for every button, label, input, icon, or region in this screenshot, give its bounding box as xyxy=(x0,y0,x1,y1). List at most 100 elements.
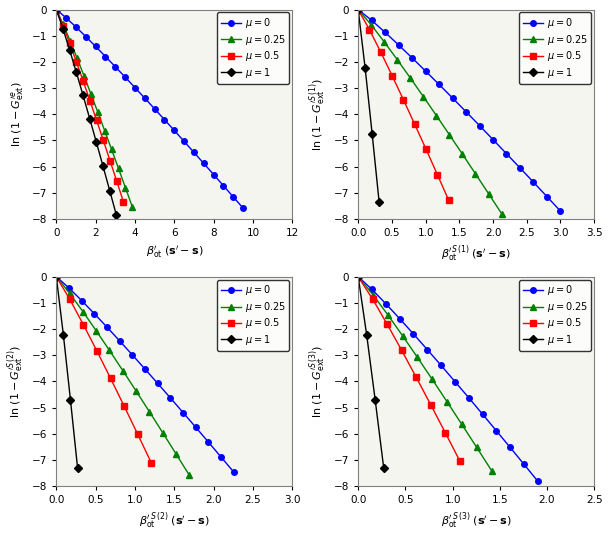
$\mu=0.25$ xyxy=(92,328,100,334)
$\mu=0$ xyxy=(200,160,207,166)
$\mu=0.5$ xyxy=(53,273,60,280)
Line: $\mu=0.25$: $\mu=0.25$ xyxy=(356,7,504,216)
$\mu=1$ xyxy=(380,465,387,471)
X-axis label: $\beta_{\mathrm{ot}}^{\prime\,S\,(3)}\;(\mathbf{s}^{\prime}-\mathbf{s})$: $\beta_{\mathrm{ot}}^{\prime\,S\,(3)}\;(… xyxy=(441,511,512,532)
$\mu=0.5$ xyxy=(434,171,441,178)
$\mu=0.25$ xyxy=(369,292,376,298)
$\mu=0$ xyxy=(167,395,174,401)
$\mu=1$ xyxy=(60,26,67,32)
$\mu=0$ xyxy=(438,362,445,369)
$\mu=1$ xyxy=(53,273,60,280)
Line: $\mu=0.25$: $\mu=0.25$ xyxy=(356,274,494,473)
$\mu=0.25$ xyxy=(119,367,126,374)
$\mu=0.5$ xyxy=(60,23,67,29)
$\mu=0.5$ xyxy=(100,137,107,144)
$\mu=0.5$ xyxy=(86,97,94,104)
Legend: $\mu=0$, $\mu=0.25$, $\mu=0.5$, $\mu=1$: $\mu=0$, $\mu=0.25$, $\mu=0.5$, $\mu=1$ xyxy=(218,280,289,351)
$\mu=0$ xyxy=(82,33,89,40)
$\mu=0.25$ xyxy=(133,388,140,394)
$\mu=0$ xyxy=(205,439,212,445)
$\mu=0.25$ xyxy=(101,127,108,134)
$\mu=0$ xyxy=(63,14,70,21)
$\mu=0.5$ xyxy=(66,40,74,47)
$\mu=1$ xyxy=(60,332,67,338)
$\mu=0$ xyxy=(142,366,149,372)
$\mu=0$ xyxy=(557,208,564,214)
Line: $\mu=0.5$: $\mu=0.5$ xyxy=(356,7,452,203)
$\mu=0.25$ xyxy=(459,151,466,157)
$\mu=0.5$ xyxy=(413,374,420,381)
$\mu=0.5$ xyxy=(148,460,155,466)
$\mu=0.25$ xyxy=(53,273,60,280)
$\mu=0$ xyxy=(179,409,187,416)
$\mu=0$ xyxy=(131,84,139,91)
$\mu=0.5$ xyxy=(354,273,362,280)
$\mu=0.5$ xyxy=(53,6,60,13)
$\mu=0$ xyxy=(516,165,523,171)
Legend: $\mu=0$, $\mu=0.25$, $\mu=0.5$, $\mu=1$: $\mu=0$, $\mu=0.25$, $\mu=0.5$, $\mu=1$ xyxy=(519,280,591,351)
$\mu=0$ xyxy=(354,273,362,280)
$\mu=0.25$ xyxy=(53,6,60,13)
$\mu=1$ xyxy=(93,139,100,146)
$\mu=0$ xyxy=(382,301,390,307)
$\mu=0$ xyxy=(368,17,375,24)
$\mu=0$ xyxy=(409,55,416,61)
$\mu=0$ xyxy=(230,469,238,475)
$\mu=1$ xyxy=(106,187,114,194)
$\mu=0.25$ xyxy=(420,93,427,100)
$\mu=0$ xyxy=(161,117,168,123)
$\mu=0.5$ xyxy=(120,403,128,409)
$\mu=0.25$ xyxy=(66,290,73,296)
$\mu=0$ xyxy=(53,6,60,13)
$\mu=0.25$ xyxy=(115,165,122,172)
$\mu=0.25$ xyxy=(354,273,362,280)
$\mu=0$ xyxy=(116,338,123,344)
$\mu=0.25$ xyxy=(473,444,480,451)
Line: $\mu=1$: $\mu=1$ xyxy=(54,7,119,218)
Line: $\mu=1$: $\mu=1$ xyxy=(356,274,387,470)
$\mu=0$ xyxy=(368,286,376,293)
$\mu=0.25$ xyxy=(458,421,466,427)
$\mu=0$ xyxy=(424,346,431,353)
$\mu=0.25$ xyxy=(172,451,179,457)
$\mu=0.5$ xyxy=(398,347,406,354)
$\mu=0$ xyxy=(91,310,98,317)
$\mu=0.25$ xyxy=(74,55,81,61)
$\mu=1$ xyxy=(74,465,81,471)
$\mu=0.5$ xyxy=(456,458,463,464)
$\mu=0$ xyxy=(192,424,199,431)
$\mu=0$ xyxy=(240,205,247,212)
Y-axis label: $\ln\,(1-G_{\mathrm{ext}}^{\prime e})$: $\ln\,(1-G_{\mathrm{ext}}^{\prime e})$ xyxy=(9,82,26,147)
$\mu=0.25$ xyxy=(80,72,88,79)
$\mu=1$ xyxy=(363,332,370,338)
$\mu=0$ xyxy=(530,179,537,185)
$\mu=0$ xyxy=(506,444,514,451)
$\mu=0$ xyxy=(218,454,225,460)
$\mu=0$ xyxy=(396,315,403,322)
$\mu=0.5$ xyxy=(423,146,430,153)
$\mu=1$ xyxy=(371,397,379,403)
$\mu=0$ xyxy=(154,380,161,387)
$\mu=1$ xyxy=(86,115,94,122)
$\mu=0$ xyxy=(354,6,362,13)
$\mu=0.25$ xyxy=(94,109,102,115)
$\mu=0.25$ xyxy=(79,308,86,315)
$\mu=0.25$ xyxy=(146,409,153,415)
$\mu=0$ xyxy=(190,149,198,156)
$\mu=0.25$ xyxy=(384,311,392,318)
$\mu=1$ xyxy=(354,273,362,280)
$\mu=0$ xyxy=(476,122,483,129)
$\mu=0.5$ xyxy=(120,199,127,205)
$\mu=0$ xyxy=(395,42,402,48)
$\mu=0.25$ xyxy=(185,472,193,478)
$\mu=0$ xyxy=(103,324,111,330)
$\mu=0$ xyxy=(492,427,500,434)
$\mu=0$ xyxy=(129,352,136,358)
Legend: $\mu=0$, $\mu=0.25$, $\mu=0.5$, $\mu=1$: $\mu=0$, $\mu=0.25$, $\mu=0.5$, $\mu=1$ xyxy=(519,12,591,84)
$\mu=0.25$ xyxy=(129,204,136,210)
$\mu=0.25$ xyxy=(399,332,406,339)
Line: $\mu=0.5$: $\mu=0.5$ xyxy=(54,274,154,466)
$\mu=0$ xyxy=(435,81,443,88)
X-axis label: $\beta_{\mathrm{ot}}^{\prime}\;(\mathbf{s}^{\prime}-\mathbf{s})$: $\beta_{\mathrm{ot}}^{\prime}\;(\mathbf{… xyxy=(145,244,203,259)
Y-axis label: $\ln\,(1-G_{\mathrm{ext}}^{\prime S\,(1)})$: $\ln\,(1-G_{\mathrm{ext}}^{\prime S\,(1)… xyxy=(308,77,328,151)
